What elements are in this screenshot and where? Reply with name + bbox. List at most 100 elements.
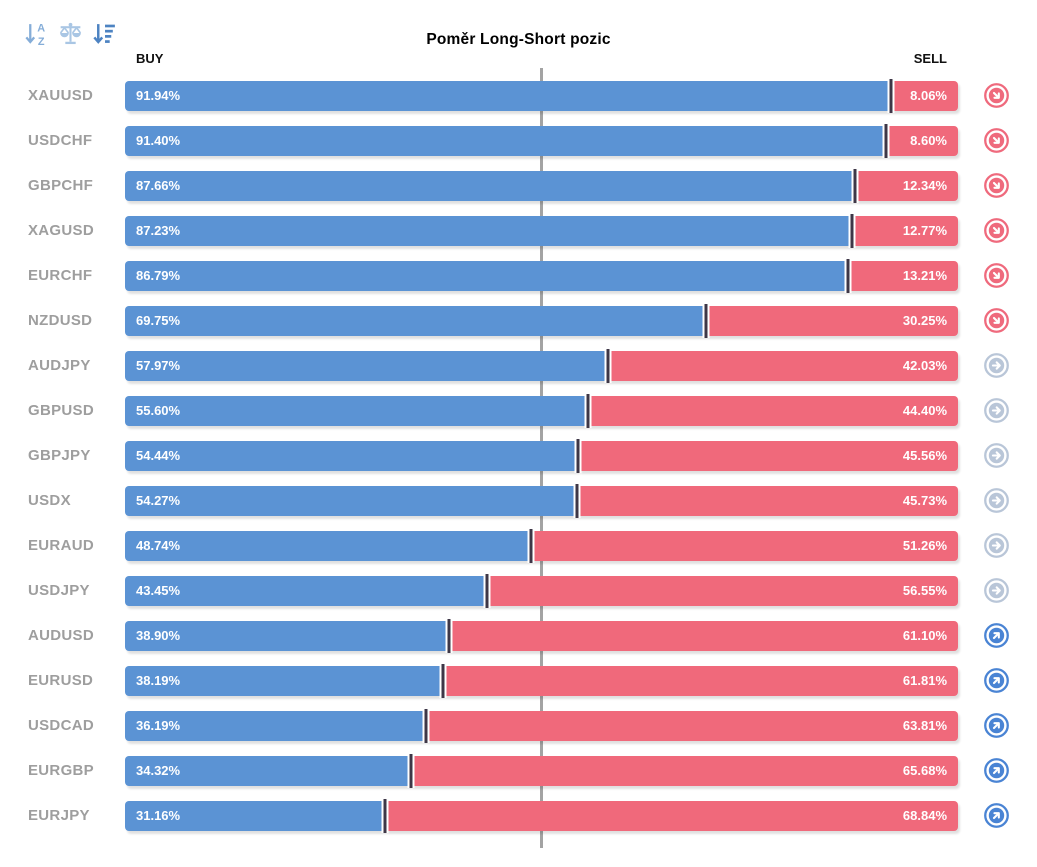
buy-bar-segment: 87.66% xyxy=(125,171,856,201)
table-row: GBPJPY 54.44% 45.56% xyxy=(0,439,1009,486)
ratio-bar: 31.16% 68.84% xyxy=(125,799,958,833)
signal-neutral-arrow-icon xyxy=(984,488,1009,513)
pair-label: USDCHF xyxy=(28,132,93,149)
table-row: EURCHF 86.79% 13.21% xyxy=(0,259,1009,306)
table-row: USDCHF 91.40% 8.60% xyxy=(0,124,1009,171)
pair-label: EURUSD xyxy=(28,672,94,689)
sort-by-value-icon[interactable] xyxy=(91,21,118,48)
sell-bar-segment: 12.34% xyxy=(855,171,958,201)
table-row: EURJPY 31.16% 68.84% xyxy=(0,799,1009,846)
signal-down-arrow-icon xyxy=(984,308,1009,333)
table-row: EURGBP 34.32% 65.68% xyxy=(0,754,1009,801)
ratio-bar: 86.79% 13.21% xyxy=(125,259,958,293)
pair-label: USDX xyxy=(28,492,71,509)
bar-divider xyxy=(574,439,582,473)
pair-label: GBPJPY xyxy=(28,447,91,464)
table-row: AUDUSD 38.90% 61.10% xyxy=(0,619,1009,666)
ratio-bar: 54.44% 45.56% xyxy=(125,439,958,473)
signal-neutral-arrow-icon xyxy=(984,443,1009,468)
sell-bar-segment: 44.40% xyxy=(588,396,958,426)
signal-neutral-arrow-icon xyxy=(984,578,1009,603)
ratio-bar: 36.19% 63.81% xyxy=(125,709,958,743)
sell-bar-segment: 12.77% xyxy=(851,216,958,246)
sell-bar-segment: 13.21% xyxy=(847,261,958,291)
ratio-bar: 48.74% 51.26% xyxy=(125,529,958,563)
pair-label: XAUUSD xyxy=(28,87,94,104)
table-row: GBPUSD 55.60% 44.40% xyxy=(0,394,1009,441)
table-row: EURAUD 48.74% 51.26% xyxy=(0,529,1009,576)
bar-divider xyxy=(445,619,453,653)
pair-label: EURGBP xyxy=(28,762,94,779)
bar-divider xyxy=(407,754,415,788)
buy-bar-segment: 69.75% xyxy=(125,306,707,336)
buy-bar-segment: 86.79% xyxy=(125,261,848,291)
chart-rows: XAUUSD 91.94% 8.06% USDCHF 91.40% 8.60% GBPCHF… xyxy=(0,79,1009,846)
bar-divider xyxy=(483,574,491,608)
pair-label: XAGUSD xyxy=(28,222,94,239)
bar-divider xyxy=(848,214,856,248)
pair-label: AUDUSD xyxy=(28,627,94,644)
pair-label: GBPUSD xyxy=(28,402,94,419)
sell-column-label: SELL xyxy=(913,51,947,66)
pair-label: GBPCHF xyxy=(28,177,94,194)
sell-bar-segment: 8.06% xyxy=(890,81,958,111)
ratio-bar: 38.19% 61.81% xyxy=(125,664,958,698)
table-row: USDJPY 43.45% 56.55% xyxy=(0,574,1009,621)
sell-bar-segment: 45.56% xyxy=(578,441,958,471)
bar-divider xyxy=(422,709,430,743)
sell-bar-segment: 30.25% xyxy=(706,306,958,336)
bar-divider xyxy=(882,124,890,158)
ratio-bar: 87.66% 12.34% xyxy=(125,169,958,203)
table-row: USDX 54.27% 45.73% xyxy=(0,484,1009,531)
bar-divider xyxy=(527,529,535,563)
sell-bar-segment: 45.73% xyxy=(577,486,958,516)
pair-label: EURCHF xyxy=(28,267,93,284)
table-row: EURUSD 38.19% 61.81% xyxy=(0,664,1009,711)
balance-scale-icon[interactable] xyxy=(57,21,84,48)
signal-down-arrow-icon xyxy=(984,218,1009,243)
buy-bar-segment: 36.19% xyxy=(125,711,427,741)
table-row: AUDJPY 57.97% 42.03% xyxy=(0,349,1009,396)
table-row: NZDUSD 69.75% 30.25% xyxy=(0,304,1009,351)
signal-up-arrow-icon xyxy=(984,758,1009,783)
buy-bar-segment: 48.74% xyxy=(125,531,531,561)
ratio-bar: 34.32% 65.68% xyxy=(125,754,958,788)
pair-label: USDJPY xyxy=(28,582,90,599)
ratio-bar: 57.97% 42.03% xyxy=(125,349,958,383)
sell-bar-segment: 61.10% xyxy=(449,621,958,651)
svg-text:Z: Z xyxy=(38,36,45,48)
buy-bar-segment: 91.94% xyxy=(125,81,891,111)
signal-down-arrow-icon xyxy=(984,173,1009,198)
table-row: GBPCHF 87.66% 12.34% xyxy=(0,169,1009,216)
pair-label: USDCAD xyxy=(28,717,94,734)
bar-divider xyxy=(381,799,389,833)
chart-title: Poměr Long-Short pozic xyxy=(426,31,611,48)
ratio-bar: 91.94% 8.06% xyxy=(125,79,958,113)
bar-divider xyxy=(439,664,447,698)
signal-down-arrow-icon xyxy=(984,128,1009,153)
sell-bar-segment: 51.26% xyxy=(531,531,958,561)
bar-divider xyxy=(573,484,581,518)
buy-bar-segment: 31.16% xyxy=(125,801,385,831)
sell-bar-segment: 56.55% xyxy=(486,576,958,606)
sort-toolbar: A Z xyxy=(23,21,118,48)
pair-label: EURAUD xyxy=(28,537,94,554)
buy-bar-segment: 55.60% xyxy=(125,396,589,426)
signal-up-arrow-icon xyxy=(984,803,1009,828)
bar-divider xyxy=(844,259,852,293)
svg-text:A: A xyxy=(37,22,45,34)
buy-bar-segment: 87.23% xyxy=(125,216,852,246)
ratio-bar: 87.23% 12.77% xyxy=(125,214,958,248)
signal-up-arrow-icon xyxy=(984,713,1009,738)
buy-bar-segment: 38.19% xyxy=(125,666,444,696)
sort-alphabetical-icon[interactable]: A Z xyxy=(23,21,50,48)
signal-neutral-arrow-icon xyxy=(984,398,1009,423)
signal-down-arrow-icon xyxy=(984,83,1009,108)
column-headers: BUY SELL xyxy=(0,51,1037,67)
bar-divider xyxy=(887,79,895,113)
bar-divider xyxy=(851,169,859,203)
sell-bar-segment: 65.68% xyxy=(410,756,958,786)
pair-label: EURJPY xyxy=(28,807,90,824)
ratio-bar: 54.27% 45.73% xyxy=(125,484,958,518)
